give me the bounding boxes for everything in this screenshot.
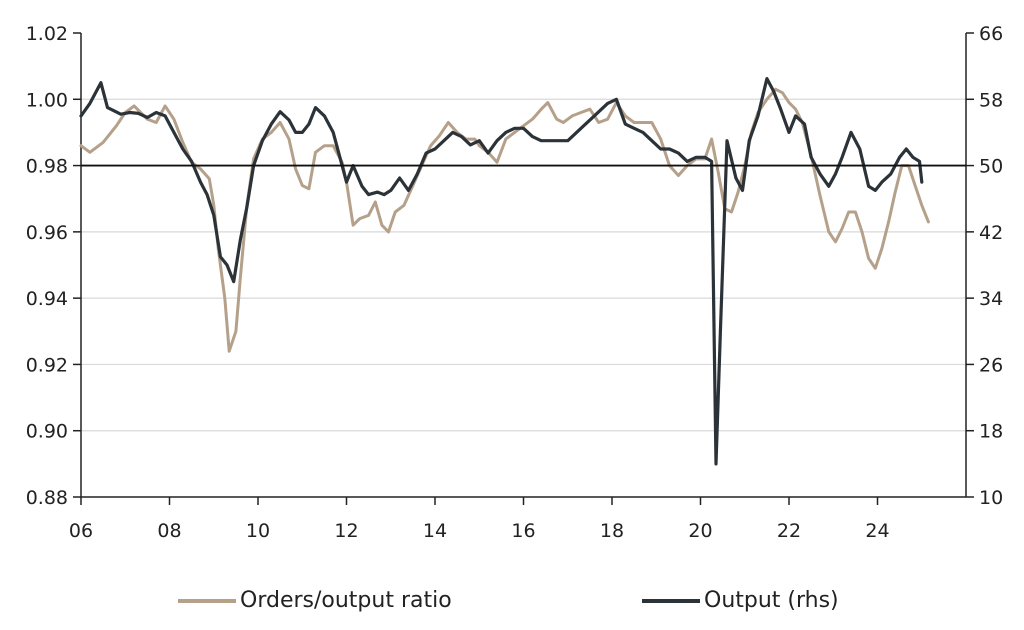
legend-label-orders: Orders/output ratio [240, 588, 452, 613]
right-tick-label: 34 [979, 288, 1003, 310]
line-chart: 1.02 1.00 0.98 0.96 0.94 0.92 0.90 0.88 66 58 50 42… [26, 23, 1004, 542]
x-tick-label: 12 [334, 520, 358, 542]
x-tick-label: 18 [600, 520, 624, 542]
axes [73, 32, 974, 505]
left-tick-label: 0.90 [26, 421, 68, 443]
left-tick-label: 0.88 [26, 487, 68, 509]
tick-labels: 1.02 1.00 0.98 0.96 0.94 0.92 0.90 0.88 66 58 50 42… [26, 23, 1004, 542]
right-tick-label: 26 [979, 354, 1003, 376]
left-tick-label: 0.96 [26, 222, 68, 244]
x-tick-label: 20 [688, 520, 712, 542]
legend-item-orders-output-ratio: Orders/output ratio [178, 588, 452, 613]
series-line-orders-output-ratio [79, 87, 930, 353]
x-tick-label: 10 [246, 520, 270, 542]
x-tick-label: 24 [865, 520, 889, 542]
x-tick-label: 06 [69, 520, 93, 542]
x-tick-label: 14 [423, 520, 447, 542]
right-tick-label: 10 [979, 487, 1003, 509]
right-tick-label: 42 [979, 222, 1003, 244]
left-tick-label: 0.92 [26, 354, 68, 376]
x-tick-label: 16 [511, 520, 535, 542]
left-tick-label: 1.02 [26, 23, 68, 45]
right-tick-label: 50 [979, 156, 1003, 178]
left-tick-label: 0.98 [26, 156, 68, 178]
legend-swatch-orders [178, 598, 236, 603]
legend: Orders/output ratio Output (rhs) [0, 588, 1024, 624]
gridlines [81, 98, 966, 432]
legend-item-output-rhs: Output (rhs) [642, 588, 839, 613]
x-tick-label: 08 [157, 520, 181, 542]
left-tick-label: 1.00 [26, 89, 68, 111]
legend-label-output: Output (rhs) [704, 588, 839, 613]
right-tick-label: 18 [979, 421, 1003, 443]
series-line-output-rhs [79, 77, 924, 466]
x-tick-label: 22 [777, 520, 801, 542]
legend-swatch-output [642, 598, 700, 603]
right-tick-label: 66 [979, 23, 1003, 45]
right-tick-label: 58 [979, 89, 1003, 111]
series-lines [79, 77, 966, 466]
left-tick-label: 0.94 [26, 288, 68, 310]
